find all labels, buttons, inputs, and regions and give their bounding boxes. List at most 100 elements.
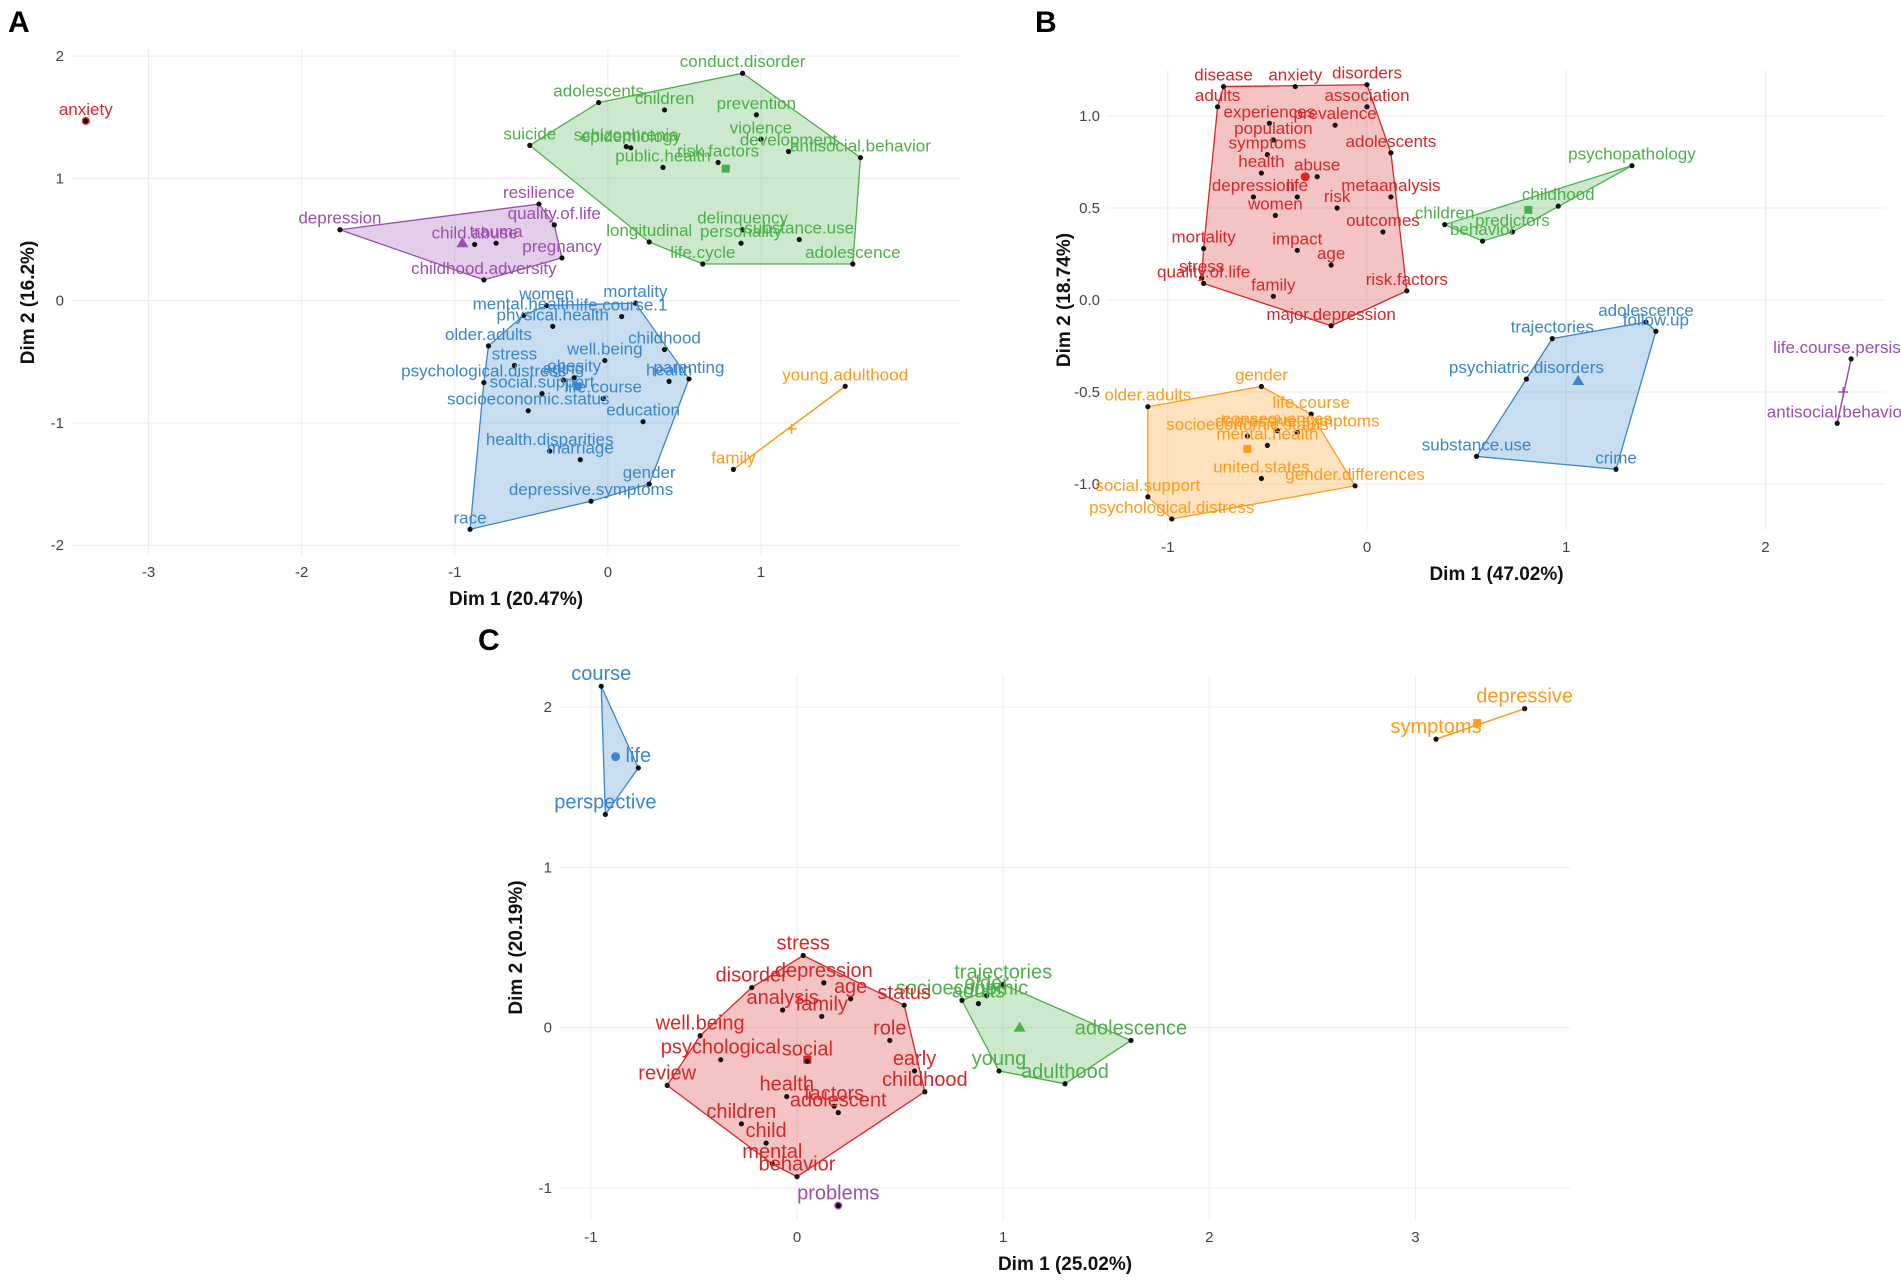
label-children: children [706, 1101, 776, 1123]
point-gender [646, 481, 652, 487]
y-tick-label: 0.5 [1079, 200, 1100, 217]
point-depression [337, 227, 343, 233]
x-tick-label: 1 [1562, 539, 1570, 556]
label-anxiety: anxiety [59, 100, 113, 119]
panel-label: A [8, 6, 30, 39]
y-tick-label: 0 [56, 293, 64, 310]
label-socioeconomic: socioeconomic [896, 977, 1028, 999]
point-psychological [718, 1057, 724, 1063]
label-violence: violence [730, 118, 792, 137]
label-trajectories: trajectories [954, 961, 1052, 983]
point-race [467, 526, 473, 532]
panel-b: B -1 0 1 2 -1.0 -0.5 0.0 0.5 1.0 Dim 1 (47.02%) Dim… [1035, 6, 1901, 585]
point-psychological-distress [481, 379, 487, 386]
label-depressive-symptoms: depressive.symptoms [1215, 411, 1379, 430]
cluster-hull [961, 983, 1133, 1085]
cluster: life.course.persistent antisocial.behavio… [1767, 338, 1901, 426]
point-adolescents [596, 99, 602, 106]
cluster: anxiety disorders disease association adults… [1157, 64, 1448, 329]
point-adolescents [1388, 150, 1394, 156]
label-age: age [834, 976, 867, 998]
label-gender: gender [623, 463, 676, 482]
panel-a: A -3 -2 -1 0 1 -2 -1 0 1 2 Dim 1 (20.47%) Dim 2 (16.… [8, 6, 960, 610]
cluster-hull [339, 203, 563, 281]
label-family: family [1251, 275, 1296, 294]
x-tick-label: -2 [295, 564, 308, 581]
point-epidemiology [628, 145, 634, 151]
label-mental-health: mental.health [1216, 424, 1318, 443]
point-public-health [660, 164, 666, 170]
cluster-hull [600, 685, 640, 817]
point-socioeconomic [959, 997, 965, 1003]
point-disease [1220, 83, 1227, 90]
label-women: women [1247, 194, 1303, 213]
point-marriage [577, 457, 583, 463]
y-tick-label: 1.0 [1079, 108, 1100, 125]
point-social-support [539, 390, 545, 397]
x-tick-label: 0 [604, 564, 612, 581]
cluster-hull [469, 302, 690, 531]
label-major-depression: major.depression [1266, 305, 1395, 324]
label-childhood: childhood [882, 1069, 968, 1091]
point-outcomes [1380, 229, 1386, 235]
point-adults [1214, 104, 1221, 110]
label-pregnancy: pregnancy [522, 237, 602, 256]
label-mortality: mortality [1172, 227, 1237, 246]
point-disorder [749, 984, 755, 991]
point-symptoms [1264, 152, 1270, 158]
y-tick-label: -0.5 [1074, 384, 1100, 401]
point-women [1272, 212, 1278, 218]
label-association: association [1324, 86, 1409, 105]
point-life [635, 765, 641, 771]
point-course [598, 683, 604, 689]
point-mental-health [1264, 442, 1270, 448]
label-childhood-adversity: childhood.adversity [411, 259, 557, 278]
point-aging [560, 377, 567, 383]
point-family [819, 1013, 825, 1020]
point-development [785, 148, 792, 155]
panel-label: B [1035, 6, 1057, 39]
centroid-marker [786, 424, 797, 435]
label-psychological-distress: psychological.distress [1089, 498, 1254, 517]
label-adulthood: adulthood [1021, 1061, 1109, 1083]
centroid-marker [721, 164, 730, 173]
label-well-being: well.being [655, 1013, 745, 1035]
centroid-marker [573, 382, 582, 391]
point-life-course [600, 395, 606, 402]
label-symptoms: symptoms [1229, 134, 1306, 153]
cluster: problems [797, 1183, 879, 1210]
cluster: psychopathology childhood children predicto… [1415, 145, 1696, 244]
label-life-course-1: life.course.1 [576, 296, 668, 315]
point-family [1270, 293, 1276, 299]
point-life-course [1308, 411, 1314, 417]
point-well-being [602, 357, 608, 364]
centroid-marker [1243, 445, 1252, 454]
y-tick-label: -2 [51, 537, 64, 554]
cluster: gender older.adults life.courseconsequence… [1089, 365, 1425, 522]
point-gender-differences [1352, 483, 1358, 489]
cluster: course life perspective [554, 663, 656, 818]
point-behavior [1479, 238, 1486, 244]
centroid-marker [456, 237, 469, 248]
point-health [784, 1093, 790, 1100]
point-older [984, 992, 990, 999]
point-quality-of-life [551, 222, 557, 228]
point-review [664, 1082, 670, 1088]
point-older-adults [485, 343, 492, 349]
label-adolescence: adolescence [805, 243, 900, 262]
point-young-adulthood [842, 383, 848, 389]
label-status: status [878, 982, 931, 1004]
y-axis-label: Dim 2 (16.2%) [18, 241, 39, 365]
label-aging: aging [543, 359, 585, 378]
label-quality-of-life: quality.of.life [1157, 262, 1250, 281]
label-young: young [972, 1048, 1027, 1070]
point-delinquency [739, 227, 746, 233]
label-schizophrenia: schizophrenia [574, 126, 679, 145]
point-risk-factors [1404, 288, 1410, 294]
label-life-course: life.course [565, 377, 642, 396]
point-role [887, 1037, 893, 1044]
label-psychological: psychological [661, 1037, 781, 1059]
point-prevention [753, 112, 759, 118]
panel-c: C -1 0 1 2 3 -1 0 1 2 Dim 1 (25.02%) Dim 2 (20.19%)… [478, 624, 1573, 1275]
